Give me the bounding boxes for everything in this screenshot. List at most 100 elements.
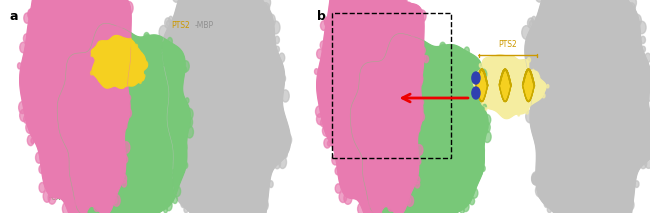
Circle shape xyxy=(480,75,484,80)
Circle shape xyxy=(139,54,141,57)
Circle shape xyxy=(92,195,99,206)
Circle shape xyxy=(391,67,393,70)
Circle shape xyxy=(96,30,103,41)
Circle shape xyxy=(157,82,161,88)
Circle shape xyxy=(58,154,61,158)
Circle shape xyxy=(78,70,81,75)
Circle shape xyxy=(247,47,250,52)
Circle shape xyxy=(230,145,235,153)
Circle shape xyxy=(53,120,57,127)
Circle shape xyxy=(544,150,549,158)
Circle shape xyxy=(174,118,177,124)
Circle shape xyxy=(363,179,367,185)
Circle shape xyxy=(121,130,126,138)
Circle shape xyxy=(73,71,78,79)
Circle shape xyxy=(611,129,614,133)
Circle shape xyxy=(512,112,514,115)
Circle shape xyxy=(507,84,509,86)
Circle shape xyxy=(124,131,127,135)
Circle shape xyxy=(362,119,368,128)
Circle shape xyxy=(469,173,473,179)
Circle shape xyxy=(122,82,124,85)
Circle shape xyxy=(360,78,367,88)
Circle shape xyxy=(97,61,99,65)
Circle shape xyxy=(347,0,351,4)
Circle shape xyxy=(524,92,526,96)
Circle shape xyxy=(119,71,121,75)
Circle shape xyxy=(192,16,195,22)
Circle shape xyxy=(98,67,99,69)
Circle shape xyxy=(420,150,422,153)
Circle shape xyxy=(430,144,432,148)
Circle shape xyxy=(236,130,241,138)
Circle shape xyxy=(218,118,222,123)
Circle shape xyxy=(69,78,73,86)
Circle shape xyxy=(413,155,419,162)
Circle shape xyxy=(164,69,170,78)
Circle shape xyxy=(466,144,469,149)
Circle shape xyxy=(142,174,146,180)
Circle shape xyxy=(78,67,83,76)
Circle shape xyxy=(130,40,132,44)
Circle shape xyxy=(378,191,383,198)
Circle shape xyxy=(62,202,70,213)
Circle shape xyxy=(269,181,273,187)
Circle shape xyxy=(402,122,408,130)
Circle shape xyxy=(168,37,172,45)
Circle shape xyxy=(370,83,374,89)
Text: Pex21: Pex21 xyxy=(31,20,54,29)
Circle shape xyxy=(389,81,394,88)
Circle shape xyxy=(116,117,119,122)
Circle shape xyxy=(619,189,623,196)
Circle shape xyxy=(138,54,140,57)
Circle shape xyxy=(544,163,550,171)
Circle shape xyxy=(135,109,139,117)
Circle shape xyxy=(370,100,374,106)
Circle shape xyxy=(69,119,73,124)
Circle shape xyxy=(124,125,127,131)
Circle shape xyxy=(88,18,93,25)
Circle shape xyxy=(458,157,460,161)
Circle shape xyxy=(369,78,372,83)
Circle shape xyxy=(67,115,73,125)
Circle shape xyxy=(631,149,640,161)
Circle shape xyxy=(371,119,376,127)
Circle shape xyxy=(540,30,549,42)
Circle shape xyxy=(57,96,61,102)
Circle shape xyxy=(77,65,83,74)
Circle shape xyxy=(210,33,215,40)
Circle shape xyxy=(117,146,122,154)
Circle shape xyxy=(526,110,534,123)
Circle shape xyxy=(222,105,227,113)
Circle shape xyxy=(567,131,573,139)
Circle shape xyxy=(523,60,526,66)
Circle shape xyxy=(348,132,352,138)
Circle shape xyxy=(64,96,69,104)
Circle shape xyxy=(111,5,116,13)
Circle shape xyxy=(70,147,75,155)
Circle shape xyxy=(72,77,76,84)
Circle shape xyxy=(367,58,371,64)
Circle shape xyxy=(118,61,119,64)
Circle shape xyxy=(585,119,592,128)
Circle shape xyxy=(368,77,373,85)
Circle shape xyxy=(426,127,428,131)
Circle shape xyxy=(57,56,61,64)
Circle shape xyxy=(263,164,269,173)
Circle shape xyxy=(174,100,179,110)
Circle shape xyxy=(507,84,508,86)
Circle shape xyxy=(270,131,272,135)
Circle shape xyxy=(486,95,488,98)
Circle shape xyxy=(408,141,412,147)
Circle shape xyxy=(461,131,465,136)
Circle shape xyxy=(350,92,354,99)
Circle shape xyxy=(256,160,263,170)
Circle shape xyxy=(481,74,482,76)
Circle shape xyxy=(572,137,578,147)
Circle shape xyxy=(58,115,65,125)
Circle shape xyxy=(251,79,255,87)
Circle shape xyxy=(227,95,229,99)
Circle shape xyxy=(96,72,97,74)
Circle shape xyxy=(127,63,129,65)
Circle shape xyxy=(637,109,645,122)
